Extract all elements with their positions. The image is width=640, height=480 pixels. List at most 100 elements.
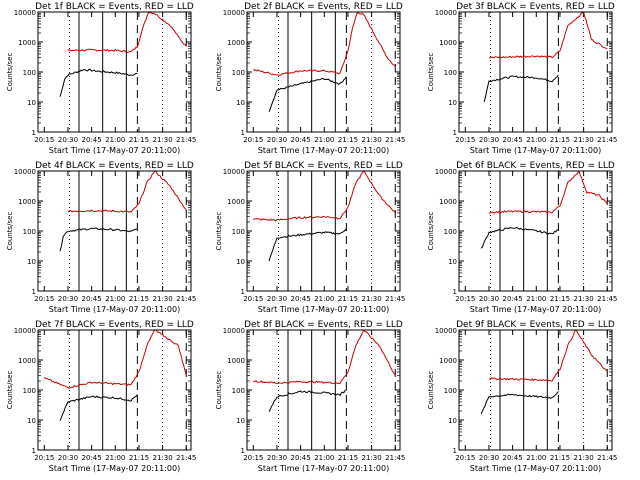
y-tick-label: 10	[236, 258, 245, 266]
y-axis-label: Counts/sec	[427, 53, 435, 92]
y-axis-label: Counts/sec	[215, 53, 223, 92]
x-tick-label: 21:00	[105, 136, 125, 144]
plot-frame	[246, 170, 401, 292]
plot-frame	[37, 170, 192, 292]
events-series-line	[480, 226, 559, 249]
y-tick-label: 100	[232, 387, 245, 395]
x-tick-label: 21:00	[314, 454, 334, 462]
detector-panel-2: Det 2f BLACK = Events, RED = LLD Counts/s…	[215, 2, 405, 155]
x-axis-label: Start Time (17-May-07 20:11:00)	[49, 464, 180, 473]
y-tick-label: 1	[453, 129, 457, 137]
x-tick-label: 20:45	[82, 136, 102, 144]
y-tick-label: 1	[241, 447, 245, 455]
y-tick-label: 10	[448, 417, 457, 425]
x-tick-label: 21:00	[526, 454, 546, 462]
y-tick-label: 1	[241, 129, 245, 137]
x-tick-label: 21:30	[362, 136, 382, 144]
detector-panel-1: Det 1f BLACK = Events, RED = LLD Counts/s…	[6, 2, 196, 155]
lld-series-line	[67, 171, 187, 213]
x-tick-label: 21:15	[129, 136, 149, 144]
y-tick-label: 1	[241, 288, 245, 296]
panel-title: Det 6f BLACK = Events, RED = LLD	[456, 161, 615, 171]
x-tick-label: 20:15	[34, 136, 54, 144]
x-axis-label: Start Time (17-May-07 20:11:00)	[258, 146, 389, 155]
panel-title: Det 4f BLACK = Events, RED = LLD	[35, 161, 194, 171]
detector-panel-6: Det 6f BLACK = Events, RED = LLD Counts/s…	[427, 161, 617, 314]
panel-title: Det 8f BLACK = Events, RED = LLD	[244, 320, 403, 330]
y-tick-label: 1000	[18, 39, 36, 47]
x-tick-label: 20:45	[291, 454, 311, 462]
x-axis-label: Start Time (17-May-07 20:11:00)	[49, 146, 180, 155]
lld-series-line	[488, 12, 608, 59]
x-tick-label: 21:30	[153, 295, 173, 303]
x-tick-label: 20:15	[34, 295, 54, 303]
events-series-line	[483, 74, 559, 103]
x-tick-label: 21:00	[314, 136, 334, 144]
panel-title: Det 5f BLACK = Events, RED = LLD	[244, 161, 403, 171]
x-tick-label: 21:00	[105, 295, 125, 303]
x-axis-label: Start Time (17-May-07 20:11:00)	[258, 464, 389, 473]
y-tick-label: 10	[448, 99, 457, 107]
x-tick-label: 20:15	[455, 454, 475, 462]
lld-series-line	[488, 330, 608, 382]
y-tick-label: 10000	[223, 168, 245, 176]
y-tick-label: 100	[444, 228, 457, 236]
x-tick-label: 20:15	[455, 136, 475, 144]
y-tick-label: 100	[23, 387, 36, 395]
y-axis-label: Counts/sec	[6, 371, 14, 410]
detector-panel-5: Det 5f BLACK = Events, RED = LLD Counts/s…	[215, 161, 405, 314]
x-tick-label: 21:00	[314, 295, 334, 303]
x-tick-label: 20:15	[34, 454, 54, 462]
lld-series-line	[252, 12, 396, 76]
y-axis-label: Counts/sec	[427, 371, 435, 410]
x-tick-label: 20:30	[58, 295, 78, 303]
y-tick-label: 100	[232, 228, 245, 236]
x-tick-label: 20:45	[503, 136, 523, 144]
x-tick-label: 20:45	[291, 136, 311, 144]
detector-panel-3: Det 3f BLACK = Events, RED = LLD Counts/s…	[427, 2, 617, 155]
x-tick-label: 21:30	[362, 454, 382, 462]
x-tick-label: 21:30	[153, 454, 173, 462]
x-tick-label: 20:15	[243, 295, 263, 303]
panel-title: Det 7f BLACK = Events, RED = LLD	[35, 320, 194, 330]
x-tick-label: 20:15	[243, 454, 263, 462]
events-series-line	[480, 391, 559, 415]
plot-frame	[246, 329, 401, 451]
detector-panel-9: Det 9f BLACK = Events, RED = LLD Counts/s…	[427, 320, 617, 473]
y-tick-label: 10	[236, 99, 245, 107]
y-tick-label: 1000	[227, 39, 245, 47]
plot-frame	[458, 329, 613, 451]
y-tick-label: 100	[444, 387, 457, 395]
y-tick-label: 1000	[439, 198, 457, 206]
plot-frame	[246, 11, 401, 133]
x-axis-label: Start Time (17-May-07 20:11:00)	[258, 305, 389, 314]
x-tick-label: 21:45	[176, 454, 196, 462]
y-tick-label: 10000	[435, 9, 457, 17]
lld-series-line	[67, 12, 187, 53]
x-tick-label: 21:45	[385, 295, 405, 303]
y-tick-label: 1000	[439, 39, 457, 47]
x-tick-label: 21:15	[129, 454, 149, 462]
x-tick-label: 21:15	[550, 295, 570, 303]
x-tick-label: 21:45	[597, 454, 617, 462]
y-tick-label: 1	[32, 447, 36, 455]
x-tick-label: 21:30	[362, 295, 382, 303]
y-axis-label: Counts/sec	[427, 212, 435, 251]
x-tick-label: 20:45	[82, 454, 102, 462]
x-tick-label: 20:30	[479, 295, 499, 303]
x-tick-label: 20:30	[267, 295, 287, 303]
lld-series-line	[253, 330, 396, 385]
x-tick-label: 21:45	[385, 454, 405, 462]
y-tick-label: 10000	[14, 9, 36, 17]
x-tick-label: 21:45	[176, 295, 196, 303]
plot-frame	[37, 11, 192, 133]
y-tick-label: 1000	[439, 357, 457, 365]
x-tick-label: 20:15	[455, 295, 475, 303]
y-tick-label: 100	[23, 69, 36, 77]
x-axis-label: Start Time (17-May-07 20:11:00)	[49, 305, 180, 314]
x-tick-label: 20:45	[503, 454, 523, 462]
x-tick-label: 20:45	[503, 295, 523, 303]
y-axis-label: Counts/sec	[6, 212, 14, 251]
y-tick-label: 1000	[227, 357, 245, 365]
